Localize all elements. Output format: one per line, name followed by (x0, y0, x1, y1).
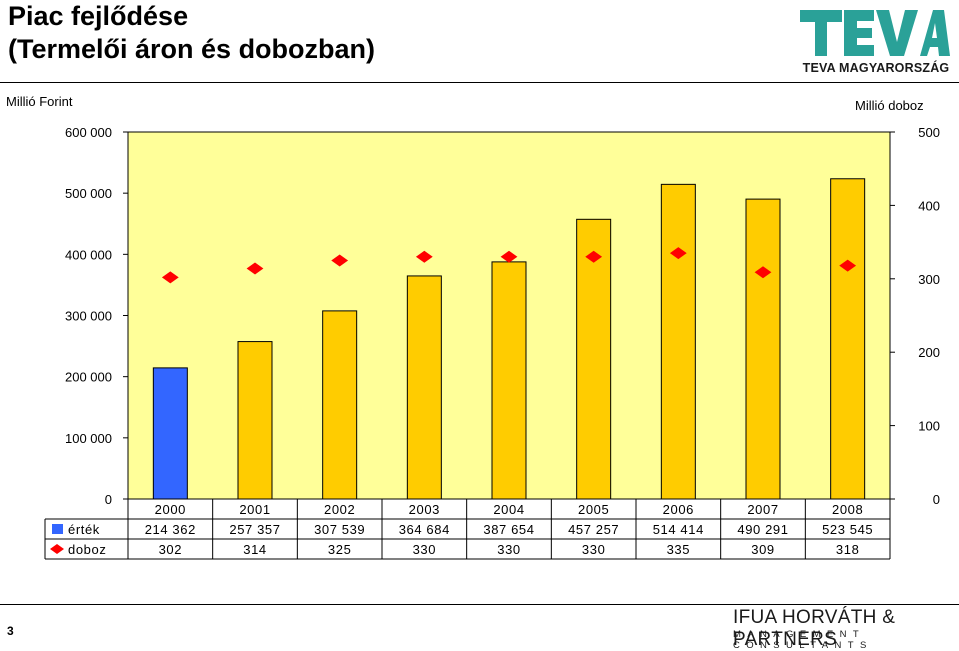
marker-doboz-2000 (161, 271, 179, 284)
table-cell-ertek: 387 654 (483, 522, 534, 537)
bar-ertek-2002 (322, 310, 358, 500)
table-cell-ertek: 214 362 (145, 522, 196, 537)
table-category-label: 2006 (663, 502, 694, 517)
marker-doboz-2007 (754, 266, 772, 279)
right-axis-tick-label: 200 (918, 345, 940, 360)
marker-doboz-2004 (500, 250, 518, 263)
page-number: 3 (7, 624, 14, 638)
table-category-label: 2007 (747, 502, 778, 517)
table-cell-doboz: 302 (159, 542, 183, 557)
table-category-label: 2001 (239, 502, 270, 517)
marker-doboz-2005 (585, 250, 603, 263)
table-cell-doboz: 330 (582, 542, 606, 557)
teva-logo-mark (800, 10, 950, 56)
table-cell-doboz: 335 (667, 542, 691, 557)
bar-ertek-2005 (576, 218, 612, 500)
table-cell-doboz: 314 (243, 542, 267, 557)
left-axis-tick-label: 600 000 (65, 125, 112, 140)
marker-doboz-2002 (331, 254, 349, 267)
table-cell-ertek: 490 291 (737, 522, 788, 537)
table-cell-ertek: 523 545 (822, 522, 873, 537)
logo-caption: TEVA MAGYARORSZÁG (802, 61, 950, 75)
table-cell-doboz: 330 (413, 542, 437, 557)
legend-label-ertek: érték (68, 522, 100, 537)
bar-ertek-2000 (152, 367, 188, 500)
market-chart: 0 100 000 200 000 300 000 400 000 500 000 600 … (44, 125, 940, 560)
legend-label-doboz: doboz (68, 542, 106, 557)
left-axis-tick-label: 400 000 (65, 247, 112, 262)
footer-company-sub: MANAGEMENT CONSULTANTS (733, 629, 873, 651)
left-axis-unit: Millió Forint (6, 94, 73, 109)
table-cell-doboz: 330 (497, 542, 521, 557)
marker-doboz-2006 (669, 247, 687, 260)
table-cell-ertek: 257 357 (229, 522, 280, 537)
right-axis-tick-label: 100 (918, 419, 940, 434)
bar-ertek-2006 (660, 183, 696, 500)
right-axis-unit: Millió doboz (855, 98, 924, 113)
bar-ertek-2007 (745, 198, 781, 500)
table-category-label: 2003 (409, 502, 440, 517)
bar-ertek-2004 (491, 261, 527, 500)
table-cell-doboz: 309 (751, 542, 775, 557)
legend-key-doboz (50, 544, 64, 554)
left-axis-tick-label: 300 000 (65, 309, 112, 324)
table-category-label: 2000 (155, 502, 186, 517)
right-axis-tick-label: 400 (918, 198, 940, 213)
marker-doboz-2008 (839, 259, 857, 272)
legend-key-ertek (52, 524, 63, 534)
teva-logo (796, 6, 956, 78)
right-axis-tick-label: 500 (918, 125, 940, 140)
marker-doboz-2003 (415, 250, 433, 263)
bar-ertek-2003 (406, 275, 442, 500)
marker-doboz-2001 (246, 262, 264, 275)
header-divider (0, 82, 959, 83)
bar-ertek-2001 (237, 341, 273, 500)
page-title: Piac fejlődése (Termelői áron és dobozba… (8, 0, 375, 66)
title-line-1: Piac fejlődése (8, 1, 189, 31)
left-axis-tick-label: 200 000 (65, 370, 112, 385)
table-category-label: 2005 (578, 502, 609, 517)
left-axis-tick-label: 500 000 (65, 186, 112, 201)
table-category-label: 2002 (324, 502, 355, 517)
table-category-label: 2008 (832, 502, 863, 517)
table-cell-ertek: 514 414 (653, 522, 704, 537)
bar-ertek-2008 (830, 178, 866, 500)
left-axis-tick-label: 0 (105, 492, 112, 507)
footer-divider (0, 604, 959, 605)
table-cell-doboz: 318 (836, 542, 860, 557)
table-cell-ertek: 307 539 (314, 522, 365, 537)
left-axis-tick-label: 100 000 (65, 431, 112, 446)
title-line-2: (Termelői áron és dobozban) (8, 34, 376, 64)
table-cell-ertek: 364 684 (399, 522, 450, 537)
table-category-label: 2004 (493, 502, 524, 517)
table-cell-doboz: 325 (328, 542, 352, 557)
table-cell-ertek: 457 257 (568, 522, 619, 537)
right-axis-tick-label: 0 (933, 492, 940, 507)
right-axis-tick-label: 300 (918, 272, 940, 287)
